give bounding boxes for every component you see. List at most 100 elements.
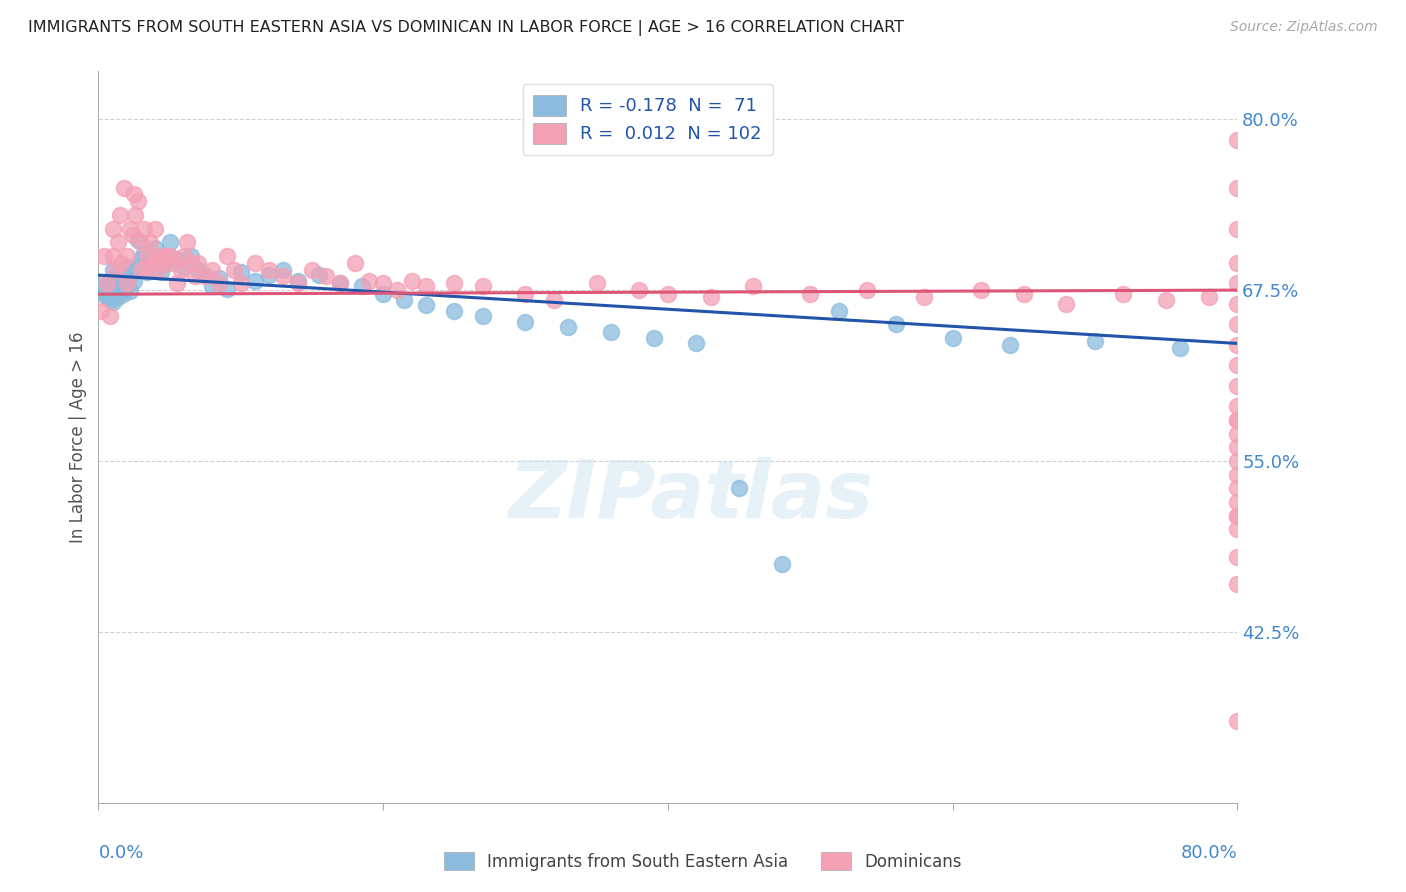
Point xyxy=(127,233,149,247)
Point xyxy=(1226,508,1249,523)
Point xyxy=(150,265,173,279)
Point xyxy=(101,221,124,235)
Point xyxy=(1226,379,1249,393)
Point xyxy=(156,249,179,263)
Point xyxy=(394,293,416,307)
Point xyxy=(187,262,209,277)
Point xyxy=(121,265,143,279)
Point xyxy=(111,287,134,301)
Point xyxy=(643,331,665,345)
Point xyxy=(104,287,127,301)
Point xyxy=(699,290,721,304)
Point xyxy=(1226,359,1249,373)
Point xyxy=(1226,180,1249,194)
Point xyxy=(115,249,138,263)
Point xyxy=(110,279,132,293)
Point xyxy=(1226,467,1249,482)
Point xyxy=(97,282,120,296)
Point xyxy=(122,187,145,202)
Point xyxy=(557,320,579,334)
Point xyxy=(1198,290,1220,304)
Point xyxy=(101,262,124,277)
Point xyxy=(1226,440,1249,454)
Point xyxy=(357,274,380,288)
Point xyxy=(90,283,112,297)
Point xyxy=(145,221,167,235)
Point xyxy=(415,279,437,293)
Point xyxy=(222,262,245,277)
Legend: Immigrants from South Eastern Asia, Dominicans: Immigrants from South Eastern Asia, Domi… xyxy=(436,844,970,880)
Point xyxy=(115,260,138,274)
Point xyxy=(471,309,494,323)
Point xyxy=(229,277,252,291)
Point xyxy=(1012,287,1035,301)
Point xyxy=(112,180,135,194)
Point xyxy=(118,285,141,299)
Point xyxy=(443,277,465,291)
Point xyxy=(415,298,437,312)
Point xyxy=(136,262,159,277)
Point xyxy=(112,270,135,285)
Point xyxy=(152,256,174,270)
Point xyxy=(350,279,373,293)
Point xyxy=(180,249,202,263)
Point xyxy=(742,279,765,293)
Point xyxy=(1170,341,1192,355)
Y-axis label: In Labor Force | Age > 16: In Labor Force | Age > 16 xyxy=(69,331,87,543)
Point xyxy=(585,277,607,291)
Point xyxy=(443,303,465,318)
Point xyxy=(1226,495,1249,509)
Point xyxy=(156,249,179,263)
Point xyxy=(129,262,152,277)
Point xyxy=(373,277,395,291)
Point xyxy=(515,287,537,301)
Point xyxy=(166,277,188,291)
Point xyxy=(401,274,423,288)
Point xyxy=(110,256,132,270)
Point xyxy=(121,228,143,243)
Point xyxy=(105,277,128,291)
Point xyxy=(373,287,395,301)
Point xyxy=(159,249,181,263)
Point xyxy=(1226,481,1249,495)
Point xyxy=(1226,256,1249,270)
Point xyxy=(728,481,751,495)
Point xyxy=(132,221,155,235)
Point xyxy=(194,268,217,282)
Point xyxy=(329,277,352,291)
Point xyxy=(201,262,224,277)
Point xyxy=(135,265,157,279)
Point xyxy=(138,235,160,250)
Point xyxy=(173,260,195,274)
Point xyxy=(1226,454,1249,468)
Point xyxy=(170,262,193,277)
Point xyxy=(543,293,565,307)
Point xyxy=(301,262,323,277)
Point xyxy=(1226,508,1249,523)
Point xyxy=(229,265,252,279)
Point xyxy=(108,265,131,279)
Point xyxy=(799,287,821,301)
Point xyxy=(259,268,281,282)
Text: Source: ZipAtlas.com: Source: ZipAtlas.com xyxy=(1230,20,1378,34)
Point xyxy=(998,338,1021,352)
Point xyxy=(91,277,114,291)
Text: 0.0%: 0.0% xyxy=(98,845,143,863)
Point xyxy=(770,557,793,571)
Point xyxy=(129,252,152,266)
Point xyxy=(1226,277,1249,291)
Point xyxy=(194,269,217,284)
Point xyxy=(600,326,623,340)
Point xyxy=(884,318,907,332)
Point xyxy=(108,208,131,222)
Point xyxy=(1226,549,1249,564)
Point xyxy=(628,283,651,297)
Point xyxy=(287,277,309,291)
Point xyxy=(129,235,152,250)
Point xyxy=(162,256,184,270)
Legend: R = -0.178  N =  71, R =  0.012  N = 102: R = -0.178 N = 71, R = 0.012 N = 102 xyxy=(523,84,773,154)
Point xyxy=(184,269,207,284)
Point xyxy=(180,256,202,270)
Point xyxy=(141,256,163,270)
Point xyxy=(1226,338,1249,352)
